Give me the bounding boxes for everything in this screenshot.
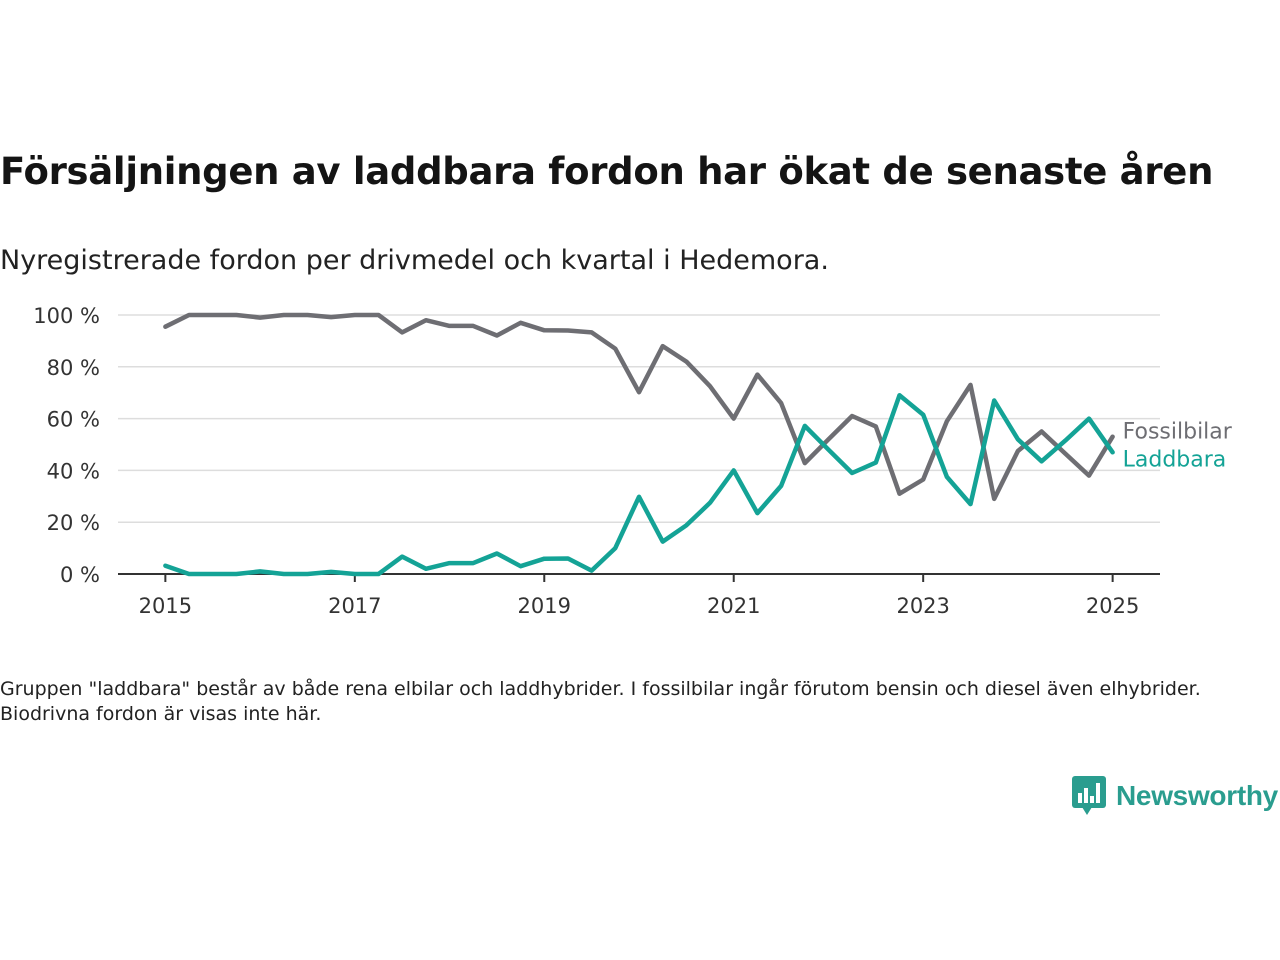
x-tick-label: 2017: [328, 594, 381, 618]
y-tick-label: 100 %: [33, 304, 100, 328]
x-tick-label: 2023: [896, 594, 949, 618]
y-tick-label: 60 %: [47, 408, 100, 432]
chart-title: Försäljningen av laddbara fordon har öka…: [0, 150, 1214, 193]
y-tick-label: 40 %: [47, 459, 100, 483]
newsworthy-brand: Newsworthy: [1072, 776, 1278, 816]
series-line-fossilbilar: [163, 312, 1115, 502]
y-tick-label: 20 %: [47, 511, 100, 535]
y-tick-label: 0 %: [60, 563, 100, 587]
newsworthy-logo-icon: [1072, 776, 1106, 815]
chart-subtitle: Nyregistrerade fordon per drivmedel och …: [0, 245, 829, 276]
series-line-laddbara: [163, 393, 1115, 577]
chart-footnote: Gruppen "laddbara" består av både rena e…: [0, 678, 1201, 725]
x-tick-label: 2015: [139, 594, 192, 618]
brand-name: Newsworthy: [1116, 780, 1278, 811]
series-label-laddbara: Laddbara: [1123, 447, 1227, 472]
x-tick-label: 2019: [518, 594, 571, 618]
series-label-fossilbilar: Fossilbilar: [1123, 420, 1233, 445]
y-tick-label: 80 %: [47, 356, 100, 380]
x-tick-label: 2021: [707, 594, 760, 618]
line-chart: 0 % 20 % 40 % 60 % 80 % 100 % 2015 2017 2019 2021…: [33, 304, 1233, 618]
x-tick-label: 2025: [1086, 594, 1139, 618]
